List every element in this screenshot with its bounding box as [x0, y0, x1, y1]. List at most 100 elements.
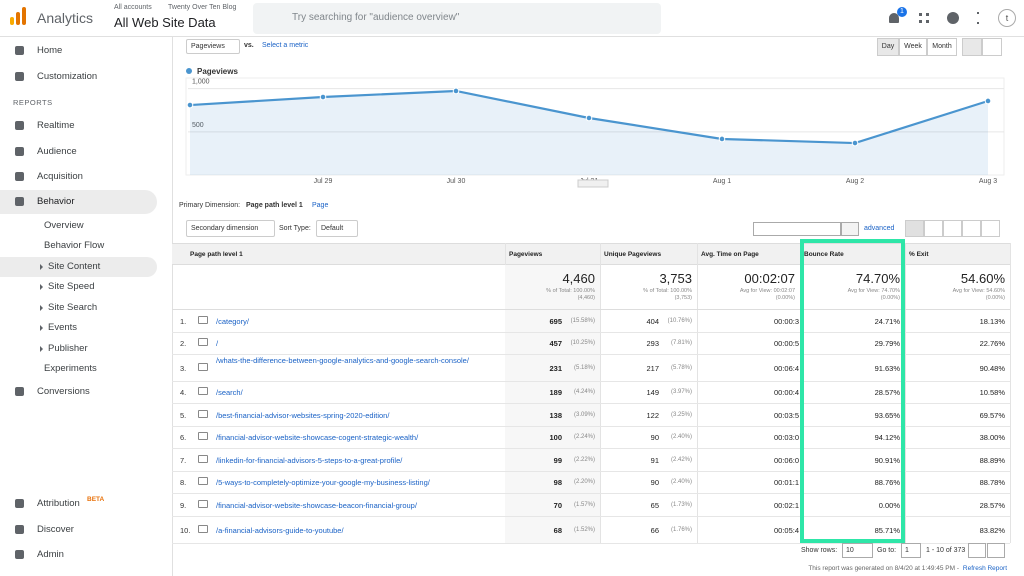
period-button[interactable]: Day: [877, 38, 899, 56]
nav-item[interactable]: Home: [37, 45, 63, 56]
nav-item[interactable]: Overview: [44, 220, 84, 231]
nav-item[interactable]: Acquisition: [37, 171, 83, 182]
row-index: 3.: [180, 363, 187, 373]
refresh-link[interactable]: Refresh Report: [962, 565, 1007, 572]
folder-icon[interactable]: [198, 338, 208, 346]
folder-icon[interactable]: [198, 316, 208, 324]
nav-icon: [15, 46, 24, 55]
apps-icon[interactable]: [919, 13, 929, 23]
pageviews: 98: [553, 478, 562, 487]
period-button[interactable]: Week: [899, 38, 927, 56]
avatar[interactable]: t: [998, 9, 1016, 27]
sort-type[interactable]: Default: [316, 220, 358, 237]
page-path[interactable]: /category/: [216, 317, 249, 326]
bell[interactable]: [889, 13, 899, 23]
pageviews: 457: [549, 339, 562, 348]
column-header[interactable]: Avg. Time on Page: [701, 251, 759, 258]
unique-pct: (7.81%): [670, 340, 692, 346]
page-path[interactable]: /financial-advisor-website-showcase-coge…: [216, 433, 419, 442]
view-button[interactable]: [905, 220, 924, 237]
metric-select[interactable]: Pageviews: [186, 39, 240, 54]
page-path[interactable]: /financial-advisor-website-showcase-beac…: [216, 500, 417, 510]
pageviews: 695: [549, 317, 562, 326]
nav-item[interactable]: Conversions: [37, 386, 90, 397]
column-header[interactable]: Page path level 1: [190, 251, 243, 258]
folder-icon[interactable]: [198, 524, 208, 533]
period-button[interactable]: Month: [927, 38, 957, 56]
menu-icon[interactable]: [977, 12, 979, 24]
page-path[interactable]: /whats-the-difference-between-google-ana…: [216, 356, 469, 365]
column-header[interactable]: Pageviews: [509, 251, 543, 258]
folder-icon[interactable]: [198, 499, 208, 508]
alt-dimension[interactable]: Page: [312, 202, 329, 209]
point: [984, 97, 992, 105]
nav-item[interactable]: Audience: [37, 146, 77, 157]
view-button[interactable]: [981, 220, 1000, 237]
search-box[interactable]: [253, 3, 661, 34]
nav-item[interactable]: Experiments: [44, 363, 97, 374]
prev-page[interactable]: [968, 543, 986, 558]
nav-item[interactable]: Customization: [37, 71, 98, 82]
folder-icon[interactable]: [198, 432, 208, 440]
nav-icon: [15, 72, 24, 81]
expand-arrow: [40, 325, 43, 331]
advanced-link[interactable]: advanced: [864, 225, 895, 232]
exit-rate: 88.89%: [979, 455, 1005, 465]
nav-icon: [15, 197, 24, 206]
column-header[interactable]: Bounce Rate: [804, 251, 844, 258]
folder-icon[interactable]: [198, 409, 208, 418]
bounce-rate: 93.65%: [874, 410, 900, 420]
logo: [22, 7, 26, 25]
folder-icon[interactable]: [198, 477, 208, 485]
view-button[interactable]: [924, 220, 943, 237]
nav-item[interactable]: Discover: [37, 524, 74, 535]
folder-icon[interactable]: [198, 454, 208, 463]
total-note: Avg for View: 00:02:07: [739, 288, 795, 294]
view-button[interactable]: [962, 220, 981, 237]
page-path[interactable]: /linkedin-for-financial-advisors-5-steps…: [216, 455, 403, 465]
sorted-column-bg: [505, 265, 600, 543]
chart-type-button[interactable]: [962, 38, 982, 56]
page-path[interactable]: /: [216, 339, 219, 348]
y-tick-label: 1,000: [192, 79, 210, 86]
column-header[interactable]: % Exit: [909, 251, 929, 258]
folder-icon[interactable]: [198, 362, 208, 371]
nav-item[interactable]: Publisher: [48, 343, 88, 354]
help-icon[interactable]: [947, 12, 959, 24]
folder-icon[interactable]: [198, 387, 208, 395]
chart-type-button[interactable]: [982, 38, 1002, 56]
unique-pct: (2.40%): [670, 434, 692, 440]
secondary-dimension[interactable]: Secondary dimension: [186, 220, 275, 237]
nav-item[interactable]: Site Search: [48, 302, 98, 313]
pageviews: 138: [549, 410, 562, 420]
page-path[interactable]: /a-financial-advisors-guide-to-youtube/: [216, 525, 344, 535]
pageviews-pct: (2.24%): [573, 434, 595, 440]
view-button[interactable]: [943, 220, 962, 237]
nav-item[interactable]: Events: [48, 322, 78, 333]
column-header[interactable]: Unique Pageviews: [604, 251, 662, 258]
nav-item[interactable]: Behavior: [37, 196, 75, 207]
pageviews: 99: [553, 455, 562, 465]
row-index: 8.: [180, 478, 187, 487]
nav-item[interactable]: Admin: [37, 549, 64, 560]
page-path[interactable]: /best-financial-advisor-websites-spring-…: [216, 410, 390, 420]
show-rows-select[interactable]: 10: [842, 543, 873, 558]
page-path[interactable]: /search/: [216, 388, 243, 397]
nav-item[interactable]: Behavior Flow: [44, 240, 105, 251]
point: [718, 135, 726, 143]
total-value: 54.60%: [960, 271, 1005, 286]
select-metric[interactable]: Select a metric: [262, 42, 309, 49]
unique-pct: (3.97%): [670, 389, 692, 395]
nav-item[interactable]: Site Speed: [48, 281, 95, 292]
nav-item[interactable]: Attribution: [37, 498, 80, 509]
expand-arrow: [40, 284, 43, 290]
next-page[interactable]: [987, 543, 1005, 558]
goto-input[interactable]: 1: [901, 543, 921, 558]
page-path[interactable]: /5-ways-to-completely-optimize-your-goog…: [216, 478, 430, 487]
table-search[interactable]: [753, 222, 841, 236]
nav-item[interactable]: Site Content: [48, 261, 101, 272]
nav-item[interactable]: Realtime: [37, 120, 75, 131]
search-button[interactable]: [841, 222, 859, 236]
row-border: [172, 516, 1010, 517]
total-note: (0.00%): [985, 295, 1005, 301]
